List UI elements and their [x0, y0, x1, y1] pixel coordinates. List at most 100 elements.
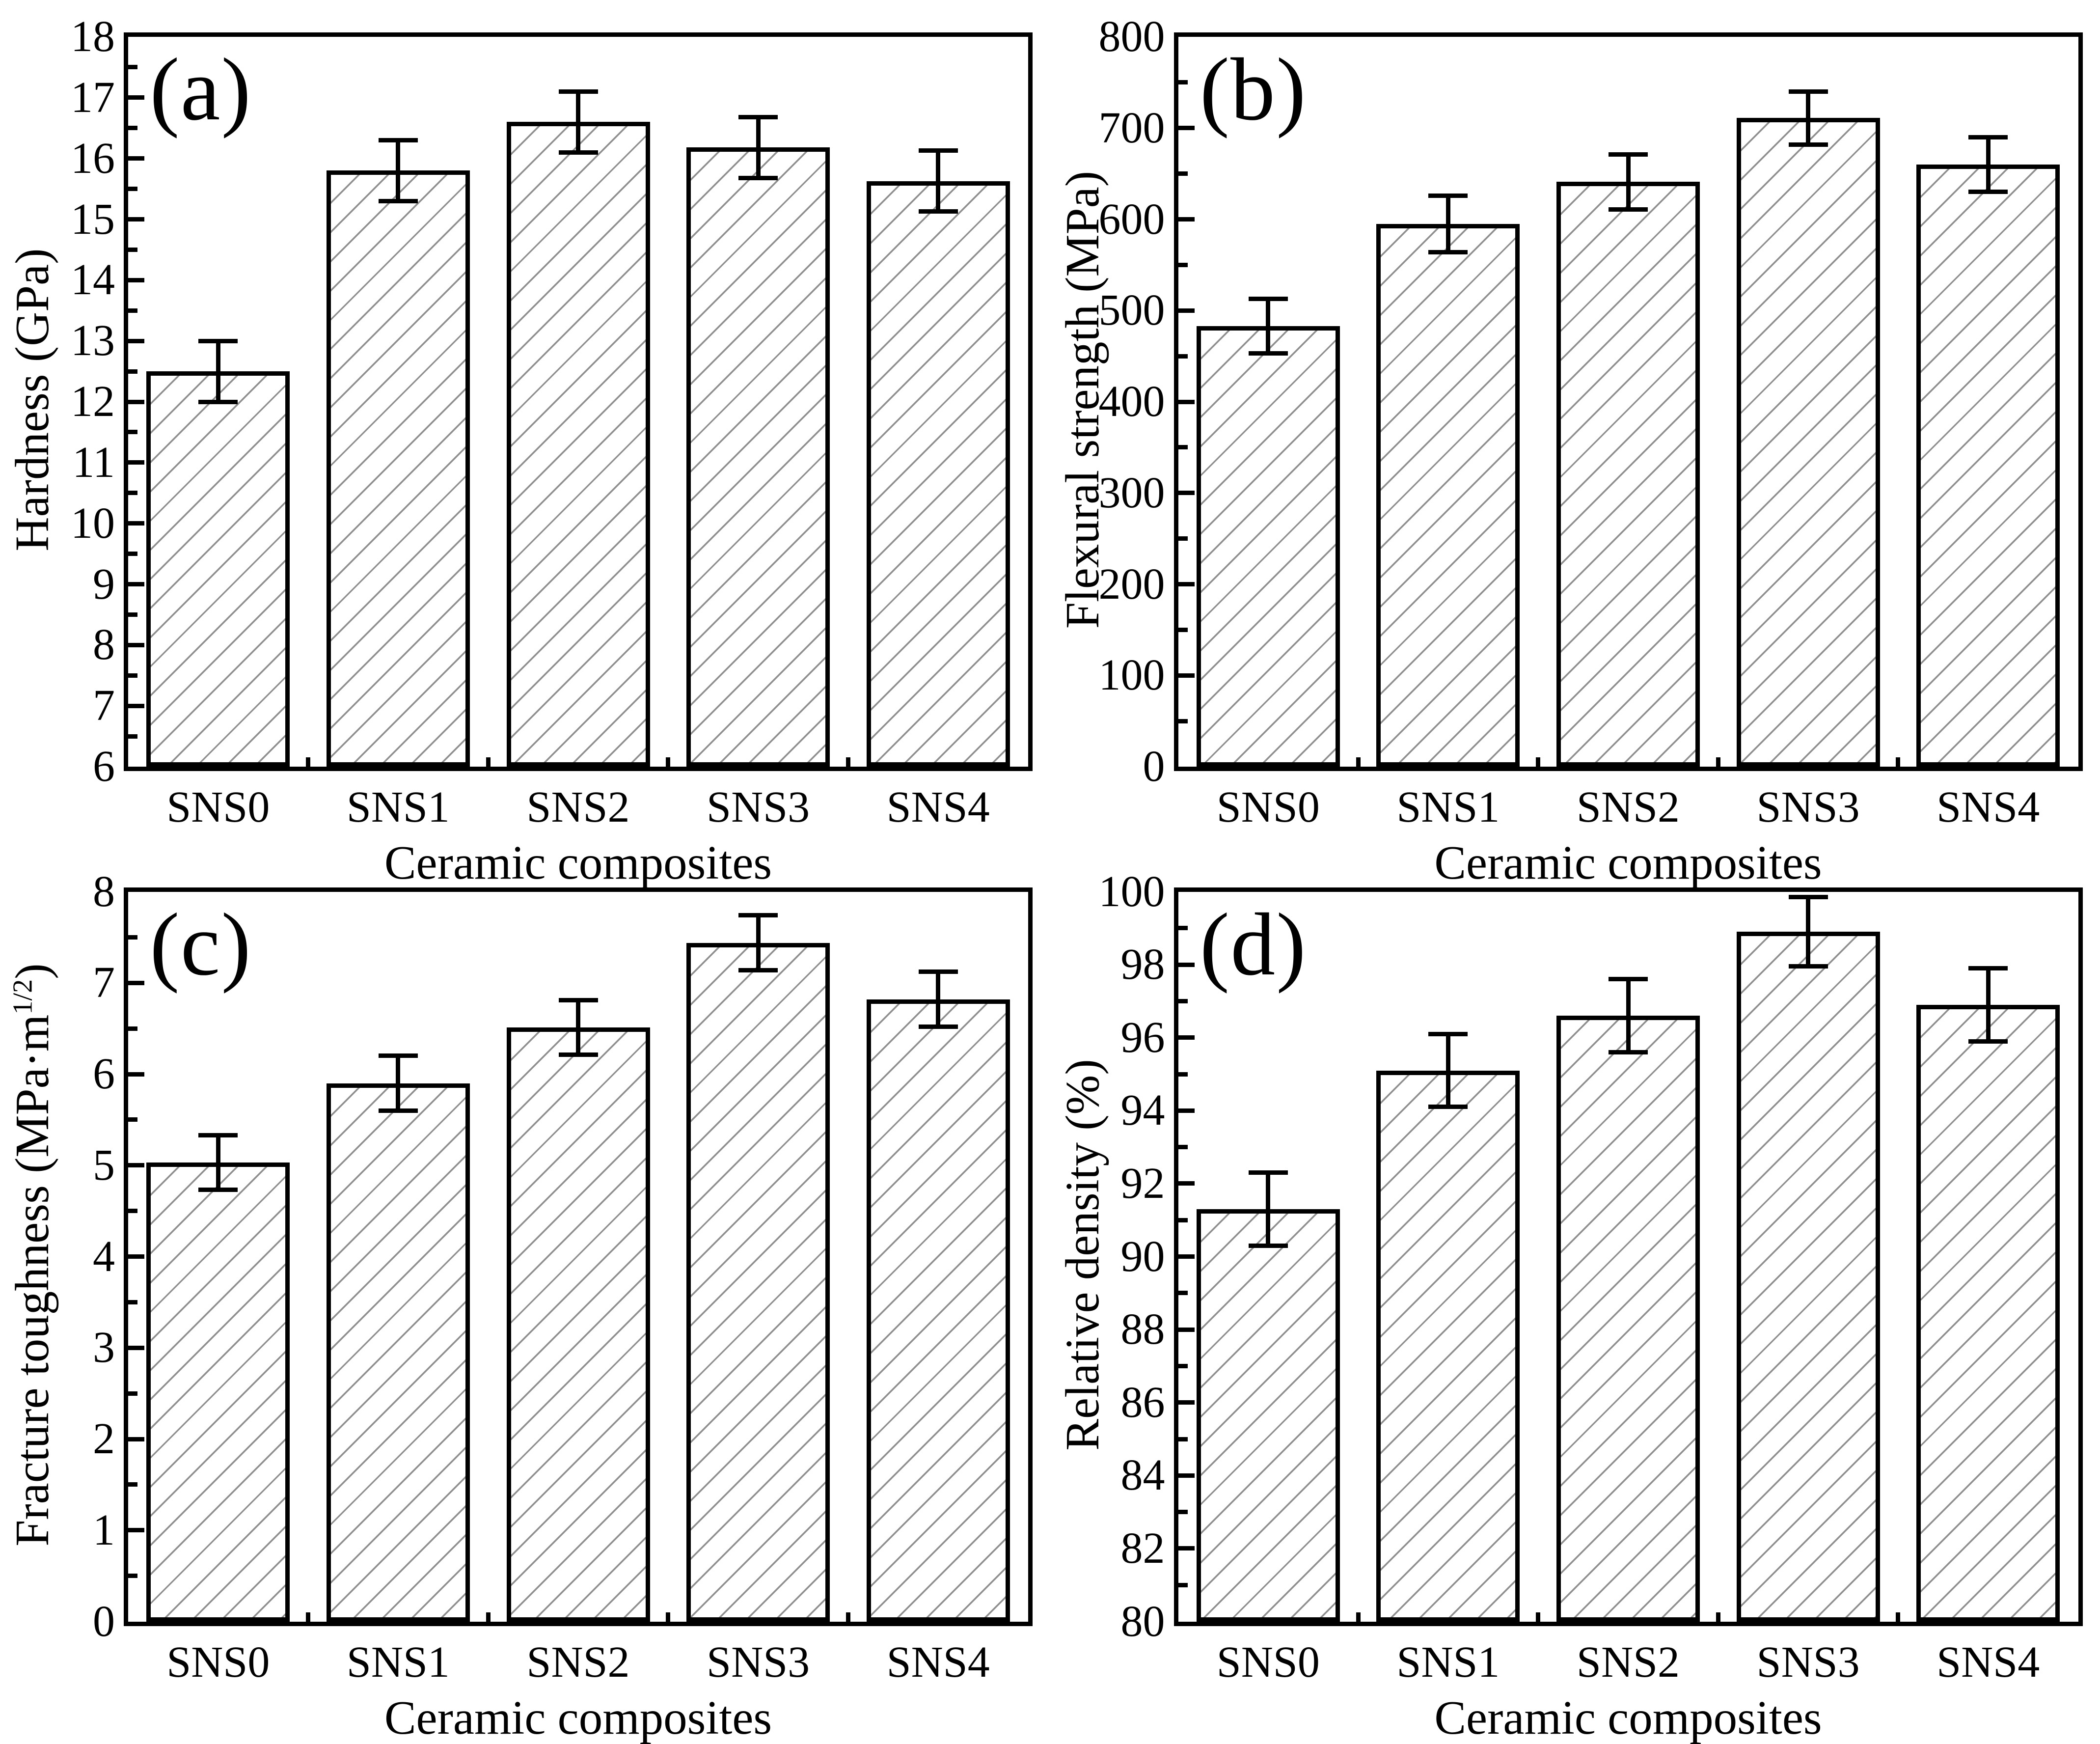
- y-major-tick: [128, 582, 144, 586]
- x-category-label: SNS0: [128, 1638, 308, 1687]
- bar-SNS4: [1916, 1005, 2060, 1622]
- y-major-tick: [1178, 1546, 1195, 1550]
- x-category-label: SNS0: [1178, 1638, 1359, 1687]
- error-bar-SNS2: [576, 91, 580, 152]
- x-category-label: SNS4: [1898, 783, 2078, 832]
- y-minor-tick: [1178, 354, 1188, 359]
- panel-letter: (b): [1200, 43, 1307, 137]
- x-category-label: SNS1: [308, 1638, 489, 1687]
- y-tick-label: 88: [1050, 1307, 1165, 1352]
- error-bar-SNS2: [576, 1000, 580, 1055]
- y-major-tick: [1178, 126, 1195, 130]
- y-major-tick: [128, 981, 144, 985]
- y-major-tick: [1178, 1254, 1195, 1259]
- y-major-tick: [1178, 217, 1195, 221]
- y-major-tick: [128, 339, 144, 343]
- y-minor-tick: [1178, 445, 1188, 449]
- error-cap-bottom-SNS0: [198, 400, 238, 404]
- y-tick-label: 15: [0, 197, 115, 242]
- y-tick-label: 500: [1050, 288, 1165, 332]
- y-minor-tick: [1178, 536, 1188, 541]
- y-major-tick: [128, 1254, 144, 1259]
- x-minor-tick: [1356, 757, 1361, 767]
- y-tick-label: 14: [0, 258, 115, 302]
- error-cap-top-SNS0: [1249, 297, 1288, 301]
- y-tick-label: 96: [1050, 1016, 1165, 1060]
- y-minor-tick: [1178, 1218, 1188, 1222]
- error-cap-bottom-SNS3: [738, 968, 778, 972]
- error-cap-top-SNS3: [738, 115, 778, 119]
- y-minor-tick: [1178, 628, 1188, 632]
- y-minor-tick: [128, 734, 137, 739]
- y-major-tick: [128, 1163, 144, 1167]
- y-minor-tick: [1178, 926, 1188, 930]
- error-cap-top-SNS1: [379, 1053, 418, 1058]
- y-tick-label: 600: [1050, 197, 1165, 242]
- y-minor-tick: [128, 248, 137, 252]
- error-bar-SNS1: [396, 1056, 400, 1110]
- x-category-label: SNS1: [308, 783, 489, 832]
- y-tick-label: 1: [0, 1508, 115, 1552]
- bar-SNS1: [1376, 224, 1520, 767]
- error-bar-SNS3: [1806, 91, 1810, 144]
- x-category-label: SNS0: [1178, 783, 1359, 832]
- error-cap-top-SNS0: [198, 1133, 238, 1137]
- error-cap-bottom-SNS4: [1968, 190, 2008, 194]
- y-tick-label: 13: [0, 319, 115, 363]
- error-cap-bottom-SNS0: [198, 1188, 238, 1192]
- x-minor-tick: [1356, 1612, 1361, 1622]
- error-cap-top-SNS3: [1789, 895, 1828, 899]
- error-bar-SNS4: [936, 151, 940, 212]
- plot-area: (d): [1174, 887, 2083, 1626]
- error-cap-bottom-SNS4: [919, 209, 958, 214]
- y-minor-tick: [1178, 719, 1188, 723]
- y-minor-tick: [1178, 80, 1188, 84]
- y-minor-tick: [128, 673, 137, 678]
- x-category-label: SNS3: [668, 1638, 848, 1687]
- error-bar-SNS3: [756, 915, 761, 970]
- error-cap-top-SNS2: [1609, 977, 1648, 981]
- bar-SNS1: [327, 1083, 470, 1622]
- y-major-tick: [128, 704, 144, 708]
- x-category-label: SNS2: [1538, 783, 1718, 832]
- y-major-tick: [128, 400, 144, 404]
- x-category-label: SNS2: [488, 1638, 668, 1687]
- bar-SNS1: [327, 170, 470, 767]
- y-major-tick: [128, 460, 144, 465]
- bar-SNS4: [1916, 165, 2060, 767]
- x-minor-tick: [1716, 1612, 1720, 1622]
- error-bar-SNS3: [756, 117, 761, 178]
- error-bar-SNS3: [1806, 897, 1810, 967]
- y-tick-label: 9: [0, 562, 115, 607]
- error-cap-top-SNS4: [919, 969, 958, 974]
- x-minor-tick: [1716, 757, 1720, 767]
- error-cap-bottom-SNS3: [1789, 964, 1828, 969]
- y-tick-label: 80: [1050, 1600, 1165, 1644]
- y-minor-tick: [128, 552, 137, 556]
- y-major-tick: [1178, 673, 1195, 678]
- error-cap-top-SNS4: [919, 148, 958, 153]
- error-cap-top-SNS3: [1789, 89, 1828, 94]
- y-tick-label: 7: [0, 684, 115, 728]
- error-cap-top-SNS3: [738, 913, 778, 917]
- y-minor-tick: [128, 612, 137, 617]
- y-minor-tick: [128, 1026, 137, 1031]
- y-major-tick: [128, 1528, 144, 1532]
- y-minor-tick: [128, 1574, 137, 1578]
- y-tick-label: 4: [0, 1235, 115, 1279]
- x-category-label: SNS0: [128, 783, 308, 832]
- bar-SNS3: [686, 147, 830, 767]
- x-category-label: SNS1: [1358, 783, 1538, 832]
- x-category-label: SNS2: [1538, 1638, 1718, 1687]
- y-minor-tick: [128, 1300, 137, 1304]
- error-cap-top-SNS2: [559, 89, 598, 94]
- x-minor-tick: [1536, 1612, 1540, 1622]
- y-major-tick: [128, 156, 144, 161]
- y-minor-tick: [1178, 1510, 1188, 1514]
- x-minor-tick: [846, 1612, 850, 1622]
- error-cap-bottom-SNS4: [919, 1024, 958, 1029]
